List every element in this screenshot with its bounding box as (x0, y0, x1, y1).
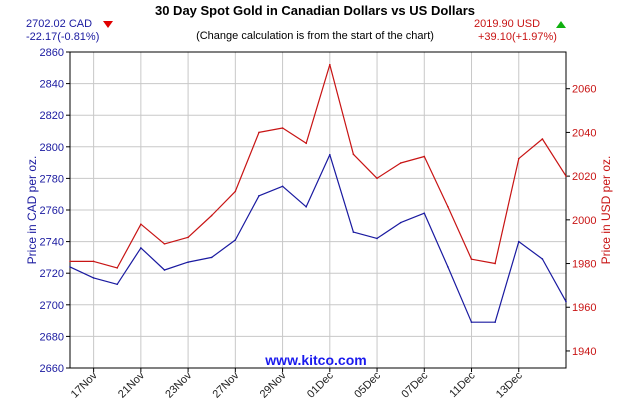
x-tick-label: 11Dec (447, 369, 478, 400)
plot-frame (69, 51, 567, 369)
chart-subtitle: (Change calculation is from the start of… (196, 30, 434, 42)
triangle-up-icon (556, 21, 566, 28)
cad-series-point (399, 221, 402, 224)
cad-series-point (470, 321, 473, 323)
cad-series-line (69, 154, 567, 323)
cad-series-point (210, 256, 213, 259)
usd-series-point (210, 214, 213, 217)
cad-series-point (258, 194, 260, 197)
cad-series-point (541, 258, 544, 260)
y-tick-label-left: 2840 (40, 79, 64, 91)
x-tick-label: 23Nov (163, 369, 194, 400)
y-tick-label-left: 2860 (40, 47, 64, 59)
usd-series-point (163, 243, 166, 245)
usd-series-point (69, 260, 71, 263)
cad-series-point (565, 300, 567, 303)
y-tick-label-right: 2040 (572, 127, 596, 139)
usd-series-point (517, 157, 520, 160)
cad-series-point (376, 237, 378, 240)
y-tick-label-left: 2800 (40, 142, 64, 154)
x-tick-label: 05Dec (352, 369, 383, 400)
cad-series-point (92, 277, 95, 279)
usd-series-point (447, 205, 449, 208)
cad-series-point (69, 266, 71, 268)
x-tick-label: 07Dec (399, 369, 430, 400)
y-tick-label-left: 2700 (40, 300, 64, 312)
y-axis-title-left: Price in CAD per oz. (25, 156, 39, 265)
chart-title: 30 Day Spot Gold in Canadian Dollars vs … (154, 3, 476, 18)
usd-series-point (565, 175, 567, 177)
y-tick-label-left: 2720 (40, 268, 64, 280)
cad-change: -22.17(-0.81%) (26, 31, 100, 43)
y-tick-label-right: 2020 (572, 171, 596, 183)
usd-series-point (541, 138, 544, 140)
usd-series-point (494, 262, 496, 265)
y-tick-label-left: 2780 (40, 173, 64, 185)
usd-price: 2019.90 USD (474, 18, 541, 30)
usd-series-point (329, 63, 331, 66)
usd-series-point (352, 153, 355, 156)
usd-series-point (92, 260, 95, 263)
y-tick-label-left: 2740 (40, 237, 64, 249)
usd-series-point (423, 155, 426, 158)
cad-series-point (281, 185, 284, 188)
y-tick-label-left: 2820 (40, 110, 64, 122)
cad-series-point (116, 283, 119, 286)
y-tick-label-left: 2680 (40, 331, 64, 343)
y-tick-label-right: 2000 (572, 215, 596, 227)
y-tick-label-right: 2060 (572, 84, 596, 96)
usd-series-point (187, 236, 189, 239)
cad-series-point (447, 266, 449, 268)
y-tick-label-left: 2660 (40, 363, 64, 375)
triangle-down-icon (103, 21, 113, 28)
cad-series-point (187, 261, 189, 263)
usd-series-point (399, 162, 402, 164)
cad-series-point (494, 321, 496, 323)
cad-series-point (517, 240, 520, 243)
usd-series-point (305, 142, 307, 145)
usd-series-point (376, 177, 378, 180)
cad-series-point (234, 239, 237, 241)
watermark: www.kitco.com (264, 352, 366, 368)
cad-series-point (423, 212, 426, 214)
usd-series-point (281, 127, 284, 129)
usd-series-point (116, 267, 119, 269)
x-tick-label: 17Nov (69, 369, 100, 400)
y-tick-label-right: 1960 (572, 302, 596, 314)
cad-series-point (329, 153, 331, 156)
x-tick-label: 13Dec (494, 369, 525, 400)
usd-series-line (70, 64, 567, 269)
y-axis-title-right: Price in USD per oz. (599, 156, 613, 265)
usd-series-point (470, 258, 473, 260)
y-tick-label-right: 1980 (572, 259, 596, 271)
cad-series-point (163, 269, 166, 271)
usd-change: +39.10(+1.97%) (478, 31, 557, 43)
x-tick-label: 01Dec (305, 369, 336, 400)
cad-series-point (352, 231, 355, 233)
usd-series-point (140, 223, 142, 226)
cad-series-point (140, 247, 142, 249)
x-tick-label: 27Nov (210, 369, 241, 400)
y-tick-label-right: 1940 (572, 346, 596, 358)
x-tick-label: 21Nov (116, 369, 147, 400)
cad-price: 2702.02 CAD (26, 18, 93, 30)
y-tick-label-left: 2760 (40, 205, 64, 217)
usd-series-point (234, 190, 237, 193)
x-tick-label: 29Nov (258, 369, 289, 400)
cad-series-point (305, 206, 307, 208)
usd-series-point (258, 131, 260, 134)
